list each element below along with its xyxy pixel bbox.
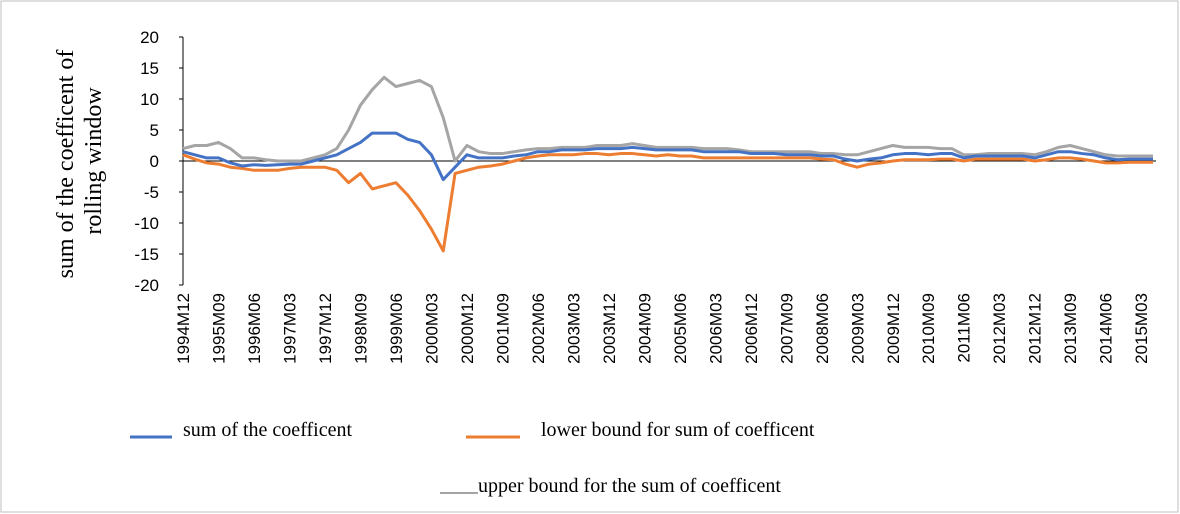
- x-tick-label: 1996M06: [245, 293, 264, 364]
- x-tick-label: 1994M12: [174, 293, 193, 364]
- y-axis-title-line: sum of the coefficent of: [53, 50, 79, 279]
- x-tick-label: 2003M03: [564, 293, 583, 364]
- y-axis-title-line: rolling window: [81, 87, 107, 235]
- x-tick-label: 2015M03: [1132, 293, 1151, 364]
- y-axis-title: sum of the coefficent of rolling window: [53, 44, 107, 279]
- x-tick-label: 1999M06: [387, 293, 406, 364]
- x-tick-label: 2006M03: [706, 293, 725, 364]
- series-line: [182, 152, 1153, 253]
- x-tick-label: 2004M09: [635, 293, 654, 364]
- legend-label: sum of the coefficent: [183, 419, 352, 441]
- y-tick-label: 5: [150, 121, 159, 140]
- x-tick-label: 2011M06: [955, 293, 974, 363]
- x-tick-label: 2007M09: [777, 293, 796, 364]
- x-tick-label: 1995M09: [209, 293, 228, 364]
- x-tick-label: 2005M06: [671, 293, 690, 364]
- x-tick-label: 2000M12: [458, 293, 477, 364]
- x-tick-label: 2002M06: [529, 293, 548, 364]
- x-tick-label: 1998M09: [351, 293, 370, 364]
- y-tick-label: -20: [134, 276, 159, 295]
- series-line: [182, 75, 1153, 163]
- x-tick-label: 1997M03: [280, 293, 299, 364]
- y-tick-label: 15: [140, 59, 159, 78]
- legend-label: upper bound for the sum of coefficent: [478, 475, 781, 497]
- x-tick-label: 1997M12: [316, 293, 335, 364]
- x-tick-label: 2012M03: [990, 293, 1009, 364]
- x-tick-label: 2009M03: [848, 293, 867, 364]
- y-tick-label: -10: [134, 214, 159, 233]
- legend-label: lower bound for sum of coefficent: [541, 419, 815, 441]
- x-tick-label: 2000M03: [422, 293, 441, 364]
- y-tick-label: -15: [134, 245, 159, 264]
- x-tick-label: 2001M09: [493, 293, 512, 364]
- x-tick-label: 2008M06: [813, 293, 832, 364]
- x-tick-label: 2013M09: [1061, 293, 1080, 364]
- y-tick-label: 10: [140, 90, 159, 109]
- x-tick-label: 2009M12: [884, 293, 903, 364]
- x-tick-label: 2012M12: [1026, 293, 1045, 364]
- y-tick-label: -5: [144, 183, 159, 202]
- y-tick-label: 20: [140, 28, 159, 47]
- x-tick-label: 2014M06: [1097, 293, 1116, 364]
- x-tick-label: 2010M09: [919, 293, 938, 364]
- y-tick-label: 0: [150, 152, 159, 171]
- x-tick-label: 2006M12: [742, 293, 761, 364]
- x-tick-label: 2003M12: [600, 293, 619, 364]
- series-line: [182, 131, 1153, 182]
